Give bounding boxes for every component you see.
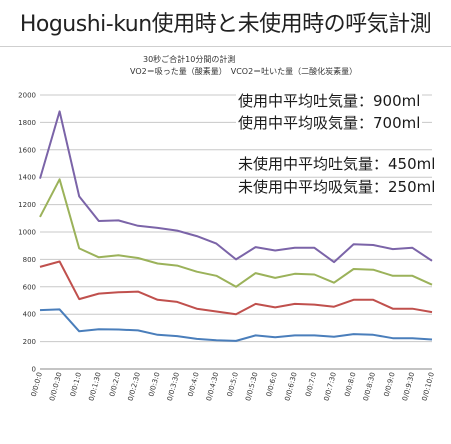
x-tick-label: 0/0:4:0	[187, 371, 201, 397]
x-tick-label: 0/0:8:0	[343, 371, 357, 397]
x-tick-label: 0/0:6:30	[283, 371, 298, 401]
y-tick-label: 2000	[18, 92, 36, 100]
x-tick-label: 0/0:2:0	[108, 371, 122, 397]
chart-subtitle-duration: 30秒ご合計10分間の計測	[143, 55, 236, 64]
y-tick-label: 200	[23, 338, 36, 346]
x-tick-label: 0/0:0:0	[30, 371, 44, 397]
x-tick-label: 0/0:5:0	[226, 371, 240, 397]
page-title: Hogushi-kun使用時と未使用時の呼気計測	[19, 12, 432, 37]
y-tick-label: 1800	[18, 119, 36, 127]
x-tick-label: 0/0:4:30	[205, 371, 220, 401]
y-tick-label: 0	[32, 366, 36, 374]
x-tick-label: 0/0:8:30	[362, 371, 377, 401]
x-tick-label: 0/0:3:0	[147, 371, 161, 397]
x-tick-label: 0/0:7:0	[304, 371, 318, 397]
y-tick-label: 600	[23, 283, 36, 291]
x-tick-label: 0/0:5:30	[244, 371, 259, 401]
annotation-unused-exhale: 未使用中平均吐気量：450ml	[236, 155, 438, 173]
y-tick-label: 800	[23, 256, 36, 264]
chart-frame	[0, 46, 451, 444]
x-tick-label: 0/0:0:30	[48, 371, 63, 401]
series-line-3	[39, 260, 433, 316]
series-line-1	[39, 110, 433, 264]
x-tick-label: 0/0:10:0	[421, 371, 436, 401]
chart-subtitle-legend-note: VO2＝吸った量（酸素量） VCO2＝吐いた量（二酸化炭素量）	[130, 67, 358, 76]
x-tick-label: 0/0:3:30	[166, 371, 181, 401]
annotation-used-inhale: 使用中平均吸気量：700ml	[236, 114, 423, 132]
x-tick-label: 0/0:6:0	[265, 371, 279, 397]
x-tick-label: 0/0:9:0	[383, 371, 397, 397]
series-line-2	[39, 178, 433, 288]
annotation-unused-inhale: 未使用中平均吸気量：250ml	[236, 178, 438, 196]
series-line-4	[39, 308, 433, 342]
y-tick-label: 1000	[18, 229, 36, 237]
x-tick-label: 0/0:1:30	[87, 371, 102, 401]
y-tick-label: 1200	[18, 201, 36, 209]
x-tick-label: 0/0:1:0	[69, 371, 83, 397]
y-tick-label: 400	[23, 311, 36, 319]
y-tick-label: 1400	[18, 174, 36, 182]
x-tick-label: 0/0:2:30	[127, 371, 142, 401]
x-tick-label: 0/0:9:30	[401, 371, 416, 401]
y-tick-label: 1600	[18, 146, 36, 154]
x-tick-label: 0/0:7:30	[323, 371, 338, 401]
annotation-used-exhale: 使用中平均吐気量：900ml	[236, 92, 423, 110]
